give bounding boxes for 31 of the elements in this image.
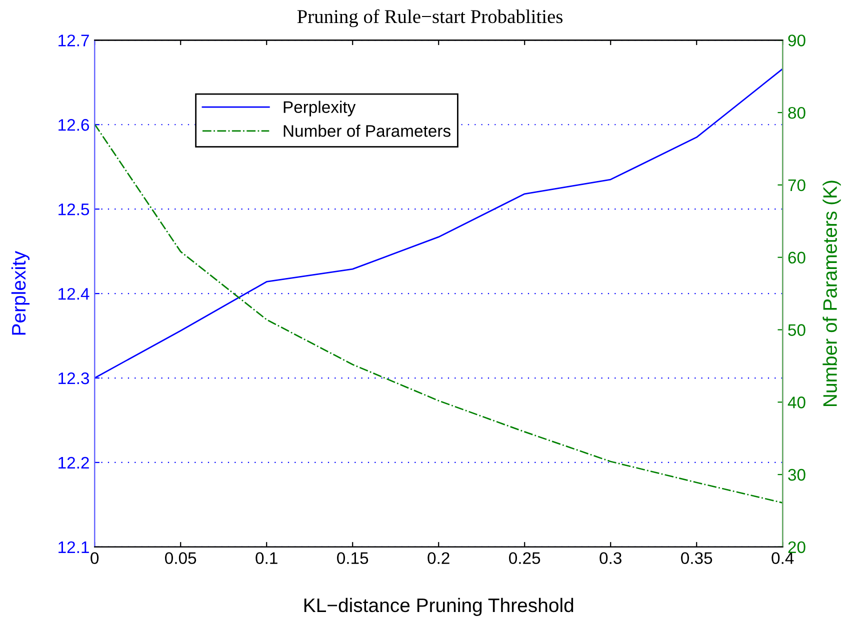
x-tick-label: 0.3 (600, 552, 622, 564)
y-tick-label: 12.4 (58, 288, 90, 300)
y2-tick-label: 40 (788, 396, 806, 408)
y-tick-label: 12.6 (58, 119, 90, 131)
y2-tick-label: 50 (788, 324, 806, 336)
y-tick-label: 12.1 (58, 541, 89, 553)
line-series (94, 123, 783, 504)
y-tick-label: 12.2 (58, 456, 89, 469)
y2-tick-label: 30 (788, 468, 806, 481)
y-tick-label: 12.7 (58, 34, 89, 46)
x-tick-label: 0.15 (337, 552, 368, 564)
x-tick-label: 0.1 (256, 552, 278, 564)
y-tick-label: 12.3 (58, 372, 90, 384)
chart-title: Pruning of Rule−start Probablities (297, 9, 563, 28)
x-tick-label: 0.4 (772, 552, 794, 564)
y2-tick-label: 80 (788, 106, 806, 119)
y2-tick-label: 70 (788, 179, 806, 192)
x-tick-label: 0.35 (681, 552, 712, 564)
legend-label: Number of Parameters (284, 124, 450, 137)
y-tick-label: 12.5 (58, 203, 90, 216)
x-tick-label: 0.2 (428, 552, 450, 564)
x-tick-label: 0 (90, 552, 99, 564)
y2-tick-label: 20 (788, 541, 806, 554)
legend-label: Perplexity (284, 100, 356, 116)
y2-axis-title: Number of Parameters (K) (822, 180, 841, 406)
x-tick-label: 0.25 (509, 552, 540, 564)
x-tick-label: 0.05 (165, 552, 196, 564)
y-axis-title: Perplexity (11, 250, 30, 335)
x-axis-title: KL−distance Pruning Threshold (304, 598, 574, 616)
y2-tick-label: 60 (788, 252, 806, 264)
y2-tick-label: 90 (788, 34, 806, 46)
